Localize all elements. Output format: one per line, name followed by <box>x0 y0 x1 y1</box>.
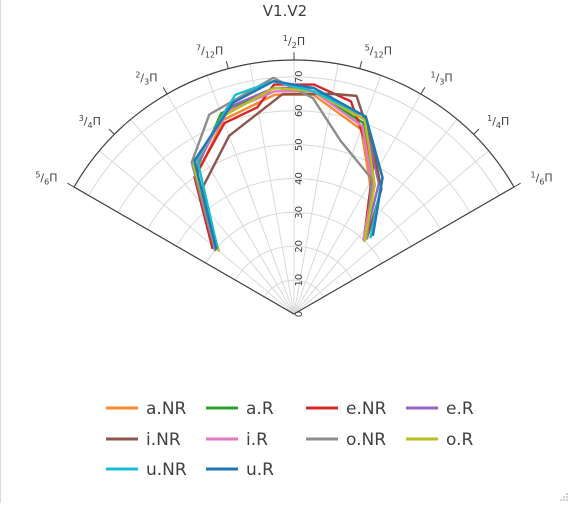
legend-item[interactable]: a.NR <box>106 399 187 419</box>
legend-label: e.R <box>446 399 474 419</box>
angle-tick-mark <box>420 87 426 95</box>
angle-tick-mark <box>359 61 363 69</box>
angle-tick-label: 3/4Π <box>79 114 101 130</box>
legend-item[interactable]: u.R <box>206 460 274 480</box>
angle-tick-mark <box>67 182 75 188</box>
angle-tick-labels: 1/6Π 1/4Π 1/3Π 5/12Π 1/2Π 7/12Π 2/3Π 3/4Π 5/6Π <box>35 34 552 187</box>
angular-gridline <box>130 119 295 315</box>
angle-tick-mark <box>162 87 168 95</box>
legend-item[interactable]: a.R <box>206 399 274 419</box>
legend-label: o.R <box>446 430 474 450</box>
legend-label: a.NR <box>146 399 187 419</box>
series-line-i-nr <box>201 92 383 252</box>
angle-tick-mark <box>225 61 229 69</box>
angle-tick-label: 1/2Π <box>283 34 305 50</box>
legend-item[interactable]: e.R <box>406 399 474 419</box>
radial-tick-label: 20 <box>294 240 305 253</box>
angle-tick-label: 5/6Π <box>35 171 57 187</box>
radial-tick-label: 40 <box>294 172 305 185</box>
legend-item[interactable]: o.NR <box>306 430 386 450</box>
legend-item[interactable]: i.NR <box>106 430 181 450</box>
angle-tick-label: 2/3Π <box>135 71 157 87</box>
radial-tick-label: 10 <box>294 274 305 287</box>
radial-tick-labels: 0 10 20 30 40 50 60 70 <box>294 71 305 318</box>
radial-tick-label: 50 <box>294 138 305 151</box>
legend-item[interactable]: i.R <box>206 430 268 450</box>
angular-gridline <box>293 63 339 315</box>
angular-gridline <box>293 93 422 315</box>
angle-tick-label: 1/4Π <box>487 114 509 130</box>
angle-tick-mark <box>513 182 521 188</box>
series-layer <box>190 76 384 253</box>
polar-outer-boundary <box>73 59 515 315</box>
legend-label: i.R <box>246 430 268 450</box>
angular-gridline <box>293 150 489 315</box>
series-line-o-nr <box>190 76 374 252</box>
series-line-u-r <box>193 80 384 250</box>
legend-item[interactable]: o.R <box>406 430 474 450</box>
legend-label: u.NR <box>146 460 187 480</box>
angular-gridline <box>166 93 295 315</box>
angular-gridline <box>293 75 382 315</box>
polar-grid <box>67 52 521 315</box>
radial-gridline <box>264 279 324 298</box>
radial-tick-label: 60 <box>294 104 305 117</box>
angle-tick-label: 5/12Π <box>365 43 392 59</box>
legend-label: e.NR <box>346 399 387 419</box>
radial-gridline <box>88 76 500 196</box>
legend-label: i.NR <box>146 430 181 450</box>
radial-tick-label: 0 <box>294 311 305 317</box>
radial-tick-label: 30 <box>294 206 305 219</box>
angular-gridline <box>99 150 295 315</box>
radial-tick-label: 70 <box>294 71 305 84</box>
legend-label: o.NR <box>346 430 386 450</box>
legend-item[interactable]: e.NR <box>306 399 387 419</box>
angle-tick-label: 1/3Π <box>431 71 453 87</box>
angle-tick-label: 7/12Π <box>196 43 223 59</box>
legend-item[interactable]: u.NR <box>106 460 187 480</box>
angle-tick-mark <box>108 128 115 135</box>
chart-left-border <box>0 0 1 503</box>
legend: a.NR a.R e.NR e.R i.NR i.R o.NR o.R u.NR u.R <box>106 399 474 480</box>
radial-gridline <box>234 245 354 281</box>
radial-gridline <box>146 144 442 230</box>
legend-label: u.R <box>246 460 274 480</box>
angle-tick-mark <box>473 128 480 135</box>
angular-gridline <box>249 63 295 315</box>
resize-grip-icon[interactable] <box>560 493 568 501</box>
radial-gridline <box>176 178 412 247</box>
chart-title: V1.V2 <box>263 2 307 20</box>
legend-label: a.R <box>246 399 274 419</box>
radial-gridline <box>117 110 471 213</box>
angle-tick-label: 1/6Π <box>531 171 553 187</box>
